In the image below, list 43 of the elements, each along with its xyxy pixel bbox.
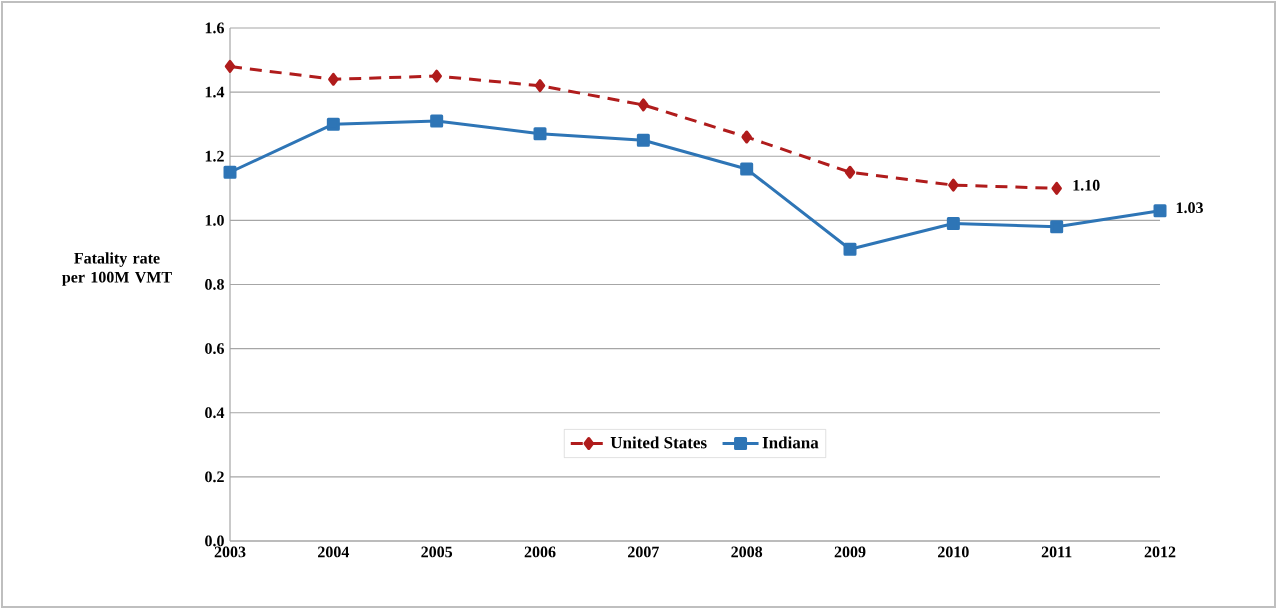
point <box>534 79 546 93</box>
point <box>224 59 236 73</box>
point <box>636 133 650 147</box>
y-tick-label: 1.2 <box>205 150 224 162</box>
x-tick-label: 2007 <box>628 546 659 558</box>
point <box>946 217 960 231</box>
point <box>328 72 339 86</box>
x-tick-label: 2005 <box>421 546 453 558</box>
y-tick-label: 0.4 <box>205 407 225 419</box>
y-axis-title: Fatality rate per 100M VMT <box>62 252 172 286</box>
y-tick-label: 0.0 <box>205 535 224 547</box>
point <box>844 165 856 179</box>
y-tick-label: 1.6 <box>205 22 225 34</box>
x-tick-label: 2003 <box>214 546 246 558</box>
y-tick-label: 0.2 <box>205 471 224 483</box>
point <box>1153 204 1167 218</box>
point <box>1051 181 1062 195</box>
x-tick-label: 2004 <box>318 546 350 558</box>
point <box>1050 220 1064 234</box>
annotation: 1.10 <box>1073 179 1100 191</box>
point <box>740 162 754 176</box>
y-tick-label: 1.0 <box>205 214 224 226</box>
y-tick-label: 0.6 <box>205 343 225 355</box>
point <box>223 165 237 179</box>
point <box>326 117 340 131</box>
point <box>430 114 444 128</box>
y-tick-label: 0.8 <box>205 279 224 290</box>
x-tick-label: 2009 <box>834 546 866 558</box>
y-tick-label: 1.4 <box>205 86 225 98</box>
legend-label: Indiana <box>762 436 819 449</box>
point <box>638 98 649 112</box>
annotation: 1.03 <box>1176 202 1203 214</box>
point <box>948 178 959 192</box>
x-tick-label: 2010 <box>938 546 969 558</box>
point <box>431 69 442 83</box>
x-tick-label: 2011 <box>1041 546 1072 558</box>
x-tick-label: 2006 <box>524 546 556 558</box>
point <box>741 130 752 144</box>
point <box>533 127 547 141</box>
point <box>843 242 857 256</box>
x-tick-label: 2012 <box>1144 546 1176 558</box>
legend-label: United States <box>610 436 707 449</box>
x-tick-label: 2008 <box>731 546 763 558</box>
